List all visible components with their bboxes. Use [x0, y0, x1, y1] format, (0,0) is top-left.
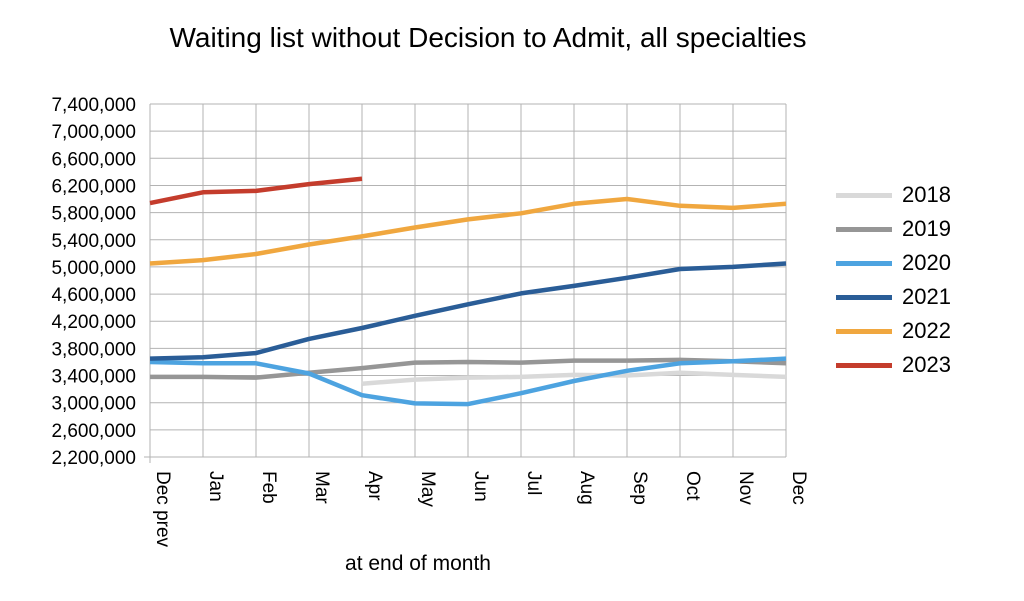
y-tick-label: 7,000,000 — [51, 122, 136, 143]
legend-label: 2018 — [902, 182, 951, 207]
x-tick-label: Feb — [258, 471, 279, 504]
y-tick-label: 7,400,000 — [51, 95, 136, 116]
legend-label: 2019 — [902, 216, 951, 241]
legend-label: 2023 — [902, 352, 951, 377]
y-tick-label: 4,600,000 — [51, 285, 136, 306]
legend-label: 2022 — [902, 318, 951, 343]
x-axis-ticks: Dec prev Jan Feb Mar Apr May Jun Jul Aug Sep Oct No… — [152, 471, 809, 548]
y-tick-label: 2,200,000 — [51, 448, 136, 469]
y-tick-label: 3,800,000 — [51, 339, 136, 360]
series-line-2019 — [150, 357, 787, 380]
x-tick-label: Jul — [523, 471, 544, 495]
legend-item-2019: 2019 — [836, 212, 951, 246]
x-tick-label: Dec prev — [152, 471, 173, 548]
x-tick-label: Jan — [205, 471, 226, 502]
legend-label: 2020 — [902, 250, 951, 275]
series-lines — [149, 176, 787, 407]
legend-swatch — [836, 362, 892, 368]
x-tick-label: Apr — [364, 471, 385, 501]
y-tick-label: 6,600,000 — [51, 149, 136, 170]
x-axis-label: at end of month — [345, 552, 491, 575]
y-tick-label: 4,200,000 — [51, 312, 136, 333]
x-tick-label: Oct — [682, 471, 703, 501]
y-tick-label: 3,400,000 — [51, 367, 136, 388]
legend-item-2021: 2021 — [836, 280, 951, 314]
y-tick-label: 5,400,000 — [51, 231, 136, 252]
y-tick-label: 5,800,000 — [51, 204, 136, 225]
y-tick-label: 3,000,000 — [51, 394, 136, 415]
y-tick-label: 2,600,000 — [51, 421, 136, 442]
x-tick-label: Mar — [311, 471, 332, 504]
axes — [144, 104, 786, 463]
y-tick-label: 6,200,000 — [51, 176, 136, 197]
legend-item-2023: 2023 — [836, 348, 951, 382]
series-line-2023 — [149, 176, 363, 206]
y-tick-label: 5,000,000 — [51, 258, 136, 279]
series-line-2020 — [149, 356, 787, 407]
legend-swatch — [836, 294, 892, 300]
legend-item-2022: 2022 — [836, 314, 951, 348]
series-line-2018 — [361, 370, 787, 386]
legend-swatch — [836, 260, 892, 266]
series-line-2021 — [149, 261, 787, 361]
y-axis-ticks: 2,200,000 2,600,000 3,000,000 3,400,000 3,80… — [51, 95, 136, 469]
x-tick-label: Aug — [576, 471, 597, 505]
x-tick-label: Jun — [470, 471, 491, 502]
legend: 2018 2019 2020 2021 2022 2023 — [836, 178, 951, 382]
legend-swatch — [836, 192, 892, 198]
x-tick-label: Sep — [629, 471, 650, 505]
legend-label: 2021 — [902, 284, 951, 309]
x-tick-label: May — [417, 471, 438, 507]
legend-item-2020: 2020 — [836, 246, 951, 280]
series-line-2022 — [149, 196, 787, 266]
x-tick-label: Dec — [788, 471, 809, 505]
chart-title: Waiting list without Decision to Admit, … — [169, 22, 807, 53]
legend-swatch — [836, 328, 892, 334]
x-tick-label: Nov — [735, 471, 756, 505]
legend-item-2018: 2018 — [836, 178, 951, 212]
legend-swatch — [836, 226, 892, 232]
